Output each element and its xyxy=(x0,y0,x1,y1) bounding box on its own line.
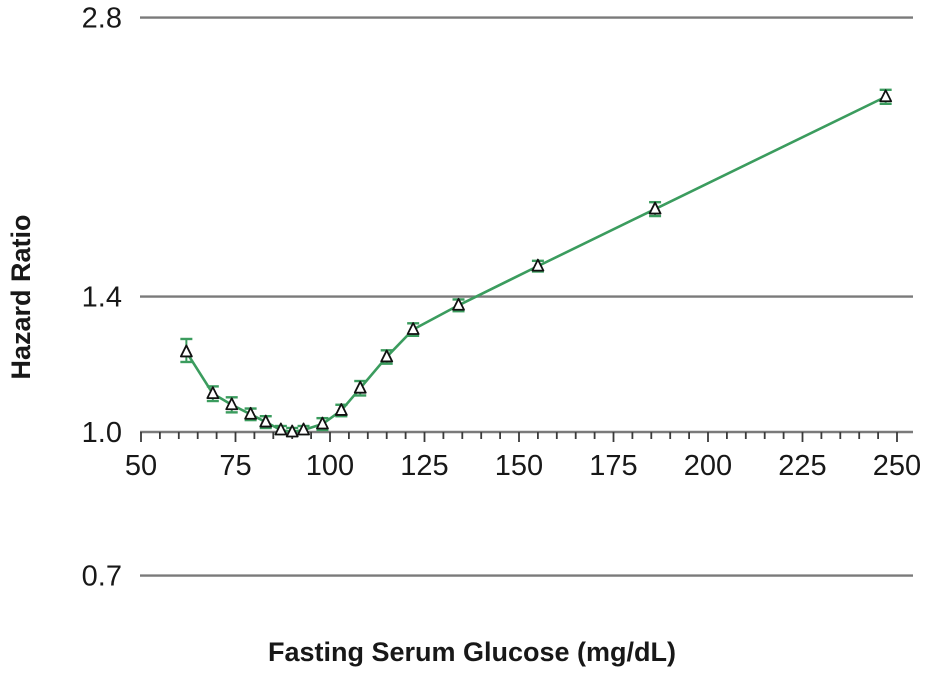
data-point-marker xyxy=(879,89,893,103)
data-point-marker xyxy=(297,422,310,436)
x-tick-label: 125 xyxy=(400,450,448,482)
x-tick-label: 100 xyxy=(306,450,354,482)
data-point-marker xyxy=(380,349,394,363)
y-axis-title: Hazard Ratio xyxy=(6,214,36,379)
data-point-marker xyxy=(531,258,545,272)
data-point-marker xyxy=(334,403,348,416)
x-tick-label: 225 xyxy=(778,450,826,482)
data-point-marker xyxy=(452,297,465,311)
data-point-marker xyxy=(316,416,329,430)
data-point-marker xyxy=(179,344,193,358)
series-layer xyxy=(179,88,893,438)
data-point-marker xyxy=(259,414,273,428)
data-point-marker xyxy=(225,397,239,411)
y-tick-label: 2.8 xyxy=(82,3,122,35)
data-point-marker xyxy=(406,322,420,335)
data-point-marker xyxy=(353,380,367,394)
data-point-marker xyxy=(285,424,299,438)
y-tick-label: 1.4 xyxy=(82,282,122,314)
x-tick-label: 75 xyxy=(219,450,251,482)
y-tick-label: 0.7 xyxy=(82,561,122,593)
x-tick-label: 150 xyxy=(495,450,543,482)
x-tick-label: 175 xyxy=(589,450,637,482)
data-point-marker xyxy=(206,386,220,400)
y-tick-label: 1.0 xyxy=(82,417,122,449)
x-tick-label: 200 xyxy=(684,450,732,482)
data-point-marker xyxy=(244,406,258,420)
x-tick-label: 50 xyxy=(125,450,157,482)
data-point-marker xyxy=(648,201,662,215)
tick-layer: 50 75 100 125 150 175 200 225 250 xyxy=(125,432,921,482)
data-point-marker xyxy=(274,422,288,436)
x-axis-title: Fasting Serum Glucose (mg/dL) xyxy=(268,637,676,667)
grid-layer: 2.8 1.4 1.0 0.7 xyxy=(82,3,913,593)
x-tick-label: 250 xyxy=(873,450,921,482)
